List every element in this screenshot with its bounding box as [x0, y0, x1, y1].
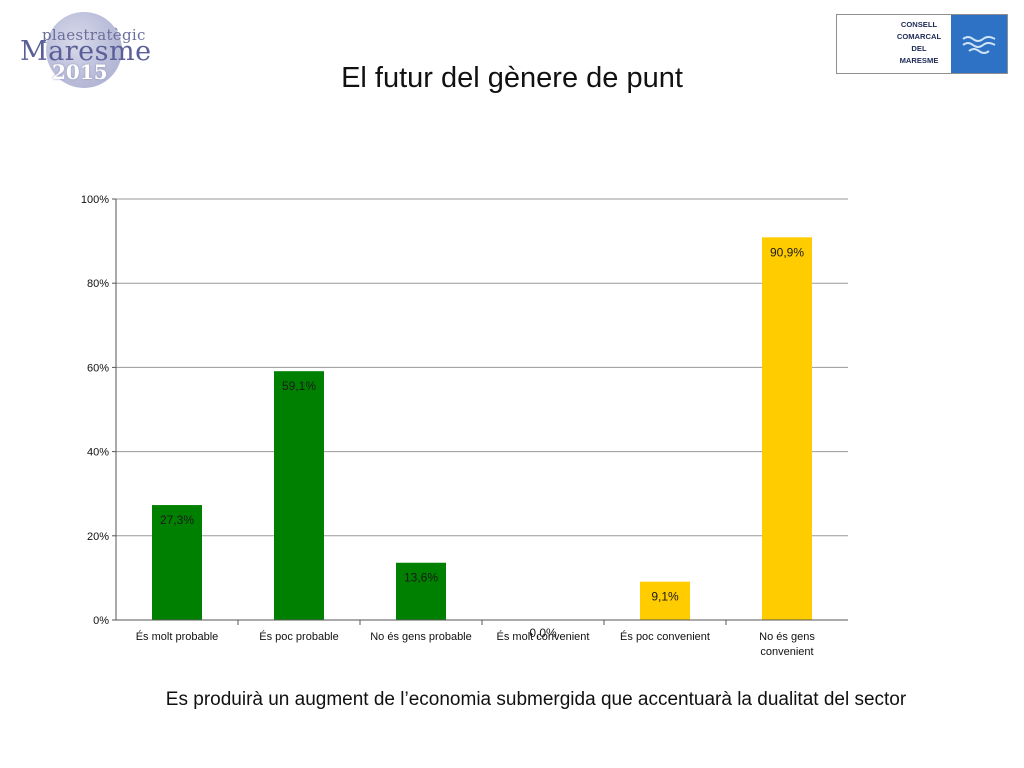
logo-pla-text: plaestratègic: [42, 26, 146, 44]
logo-circle: [46, 12, 122, 88]
y-tick-label: 0%: [93, 615, 109, 627]
bar: [640, 581, 690, 620]
page-title: El futur del gènere de punt: [341, 62, 683, 94]
x-tick-label: És molt convenient: [497, 630, 590, 643]
data-label: 9,1%: [651, 590, 679, 604]
logo-maresme-text: Maresme: [20, 36, 152, 67]
bar: [762, 237, 812, 620]
data-label: 27,3%: [160, 513, 194, 527]
y-tick-label: 40%: [87, 447, 109, 459]
x-tick-label: És poc probable: [259, 630, 339, 643]
data-label: 13,6%: [404, 571, 438, 585]
waves-icon: [962, 36, 996, 54]
x-tick-label: És molt probable: [136, 630, 219, 643]
slide-caption: Es produirà un augment de l’economia sub…: [165, 689, 907, 710]
consell-comarcal-logo: CONSELL COMARCAL DEL MARESME: [836, 14, 1008, 74]
axes: 0% 20% 40% 60% 80% 100% És molt probable És poc…: [81, 194, 848, 658]
bar: [274, 371, 324, 620]
consell-logo-emblem: [951, 15, 1007, 73]
y-tick-label: 20%: [87, 531, 109, 543]
gridlines: [116, 198, 848, 621]
consell-logo-line: DEL: [911, 44, 927, 53]
y-tick-label: 60%: [87, 362, 109, 374]
data-label: 90,9%: [770, 245, 804, 259]
bars: [152, 237, 812, 620]
bar: [396, 562, 446, 620]
data-label: 59,1%: [282, 379, 316, 393]
consell-logo-line: MARESME: [899, 56, 939, 65]
x-tick-label: És poc convenient: [620, 630, 710, 643]
consell-logo-line: COMARCAL: [896, 32, 942, 41]
x-tick-label: No és gens: [759, 631, 815, 643]
logo-year-text: 2015: [52, 60, 108, 84]
y-tick-label: 80%: [87, 278, 109, 290]
x-tick-label: convenient: [760, 646, 813, 658]
x-tick-label: No és gens probable: [370, 631, 472, 643]
plaestrategic-logo: plaestratègic Maresme 2015: [18, 10, 158, 90]
data-label: 0,0%: [529, 626, 557, 640]
y-tick-label: 100%: [81, 194, 109, 206]
consell-logo-text: CONSELL COMARCAL DEL MARESME: [887, 19, 951, 67]
data-labels: 27,3% 59,1% 13,6% 0,0% 9,1% 90,9%: [160, 245, 804, 640]
bar: [152, 505, 202, 620]
consell-logo-line: CONSELL: [900, 20, 938, 29]
